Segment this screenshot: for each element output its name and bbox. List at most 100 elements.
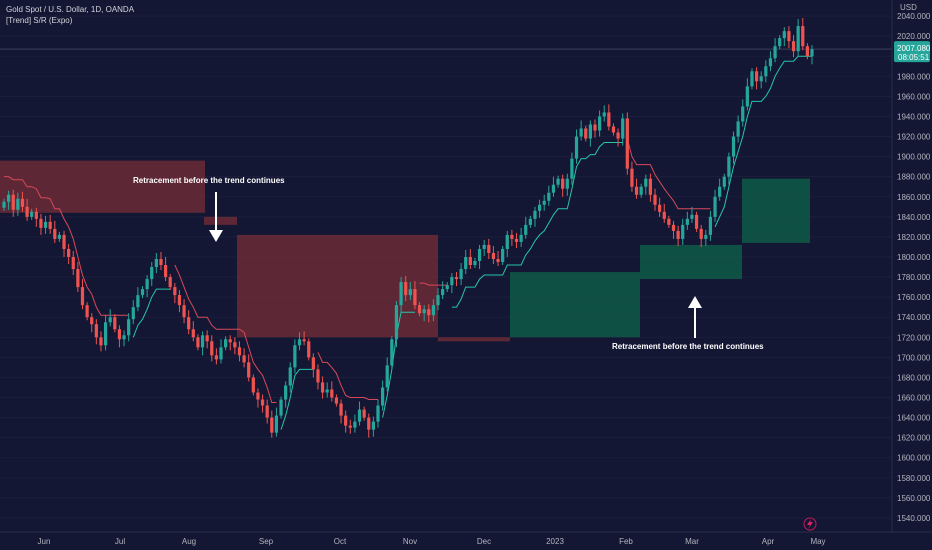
candle-body bbox=[413, 289, 417, 306]
candle-body bbox=[117, 329, 122, 340]
candle-body bbox=[634, 186, 639, 195]
candle-body bbox=[7, 194, 11, 202]
symbol-legend[interactable]: Gold Spot / U.S. Dollar, 1D, OANDA bbox=[6, 5, 135, 14]
candle-body bbox=[694, 214, 699, 229]
candle-body bbox=[48, 221, 52, 229]
candle-body bbox=[639, 186, 643, 195]
candle-body bbox=[71, 256, 75, 270]
candle-body bbox=[556, 178, 560, 185]
candle-body bbox=[417, 305, 422, 314]
candle-body bbox=[43, 221, 48, 228]
price-tick-label: 1880.000 bbox=[897, 173, 931, 182]
candle-body bbox=[431, 305, 436, 316]
price-tick-label: 1820.000 bbox=[897, 233, 931, 242]
indicator-legend[interactable]: [Trend] S/R (Expo) bbox=[6, 16, 73, 25]
candle-body bbox=[662, 211, 666, 219]
candle-body bbox=[297, 339, 302, 346]
candle-body bbox=[376, 405, 380, 422]
candle-body bbox=[464, 256, 468, 270]
price-tick-label: 1700.000 bbox=[897, 353, 931, 362]
candle-body bbox=[773, 46, 777, 59]
candle-body bbox=[658, 204, 662, 212]
price-axis-bg bbox=[892, 0, 932, 550]
candle-body bbox=[593, 124, 597, 131]
candle-body bbox=[422, 309, 426, 314]
candle-body bbox=[718, 186, 722, 197]
candle-body bbox=[307, 341, 311, 358]
resistance-zone bbox=[438, 337, 510, 342]
trend-up-line bbox=[451, 142, 623, 308]
resistance-zone bbox=[237, 234, 438, 338]
time-tick-label: Aug bbox=[182, 537, 196, 546]
candle-body bbox=[764, 66, 768, 77]
candle-body bbox=[597, 116, 602, 131]
price-tick-label: 1940.000 bbox=[897, 112, 931, 121]
candle-body bbox=[196, 337, 200, 348]
price-tick-label: 1580.000 bbox=[897, 474, 931, 483]
candle-body bbox=[122, 335, 126, 340]
trend-up-line bbox=[382, 311, 415, 418]
time-tick-label: Apr bbox=[762, 537, 775, 546]
candle-body bbox=[150, 267, 154, 280]
candle-body bbox=[579, 128, 583, 137]
price-tick-label: 1900.000 bbox=[897, 153, 931, 162]
candle-body bbox=[159, 258, 163, 266]
candle-body bbox=[2, 201, 6, 208]
candle-body bbox=[436, 295, 440, 306]
candle-body bbox=[542, 200, 546, 205]
candle-body bbox=[441, 289, 445, 296]
candle-body bbox=[191, 329, 195, 338]
candle-body bbox=[62, 234, 66, 249]
candle-body bbox=[16, 198, 20, 210]
candle-body bbox=[330, 389, 334, 398]
price-tick-label: 1920.000 bbox=[897, 133, 931, 142]
price-axis[interactable]: USD2040.0002020.0002000.0001980.0001960.… bbox=[891, 0, 932, 550]
grid-lines bbox=[0, 15, 892, 519]
candle-body bbox=[574, 136, 579, 159]
candle-body bbox=[514, 238, 519, 242]
time-tick-label: Oct bbox=[334, 537, 347, 546]
candle-body bbox=[450, 277, 454, 286]
candle-body bbox=[745, 86, 749, 107]
candle-body bbox=[210, 341, 214, 356]
candle-body bbox=[778, 38, 782, 47]
candle-body bbox=[404, 282, 408, 296]
candle-body bbox=[57, 234, 62, 239]
candle-body bbox=[242, 355, 246, 363]
candle-body bbox=[741, 106, 745, 122]
candle-body bbox=[533, 210, 537, 219]
price-tag-bg bbox=[894, 41, 930, 63]
candle-body bbox=[477, 248, 482, 261]
candle-body bbox=[722, 176, 726, 187]
trend-down-line bbox=[4, 176, 129, 316]
candle-body bbox=[782, 31, 786, 39]
candle-body bbox=[561, 178, 565, 189]
candle-body bbox=[168, 277, 172, 288]
price-tick-label: 2040.000 bbox=[897, 12, 931, 21]
annotation-text-1: Retracement before the trend continues bbox=[133, 176, 285, 185]
time-tick-label: Sep bbox=[259, 537, 274, 546]
candle-body bbox=[85, 305, 89, 318]
candle-body bbox=[163, 265, 168, 278]
candle-body bbox=[537, 204, 542, 211]
candle-body bbox=[630, 168, 634, 187]
candle-body bbox=[427, 309, 431, 316]
candle-body bbox=[385, 365, 389, 388]
time-axis[interactable]: Jun Jul Aug Sep Oct Nov Dec 2023 Feb Mar Apr May bbox=[0, 531, 932, 546]
lightning-icon[interactable] bbox=[803, 517, 817, 531]
candle-body bbox=[334, 397, 339, 404]
candle-body bbox=[205, 335, 209, 342]
annotation-arrowhead-2 bbox=[688, 296, 702, 308]
trend-up-line bbox=[280, 368, 314, 430]
candle-body bbox=[177, 295, 182, 306]
candle-body bbox=[750, 71, 754, 87]
resistance-zone bbox=[204, 216, 237, 225]
support-zone bbox=[510, 272, 640, 338]
candle-body bbox=[90, 317, 94, 325]
candle-body bbox=[501, 248, 505, 262]
time-tick-label: Jul bbox=[115, 537, 125, 546]
candle-body bbox=[547, 192, 551, 201]
annotation-text-2: Retracement before the trend continues bbox=[612, 342, 764, 351]
candle-body bbox=[131, 307, 135, 320]
